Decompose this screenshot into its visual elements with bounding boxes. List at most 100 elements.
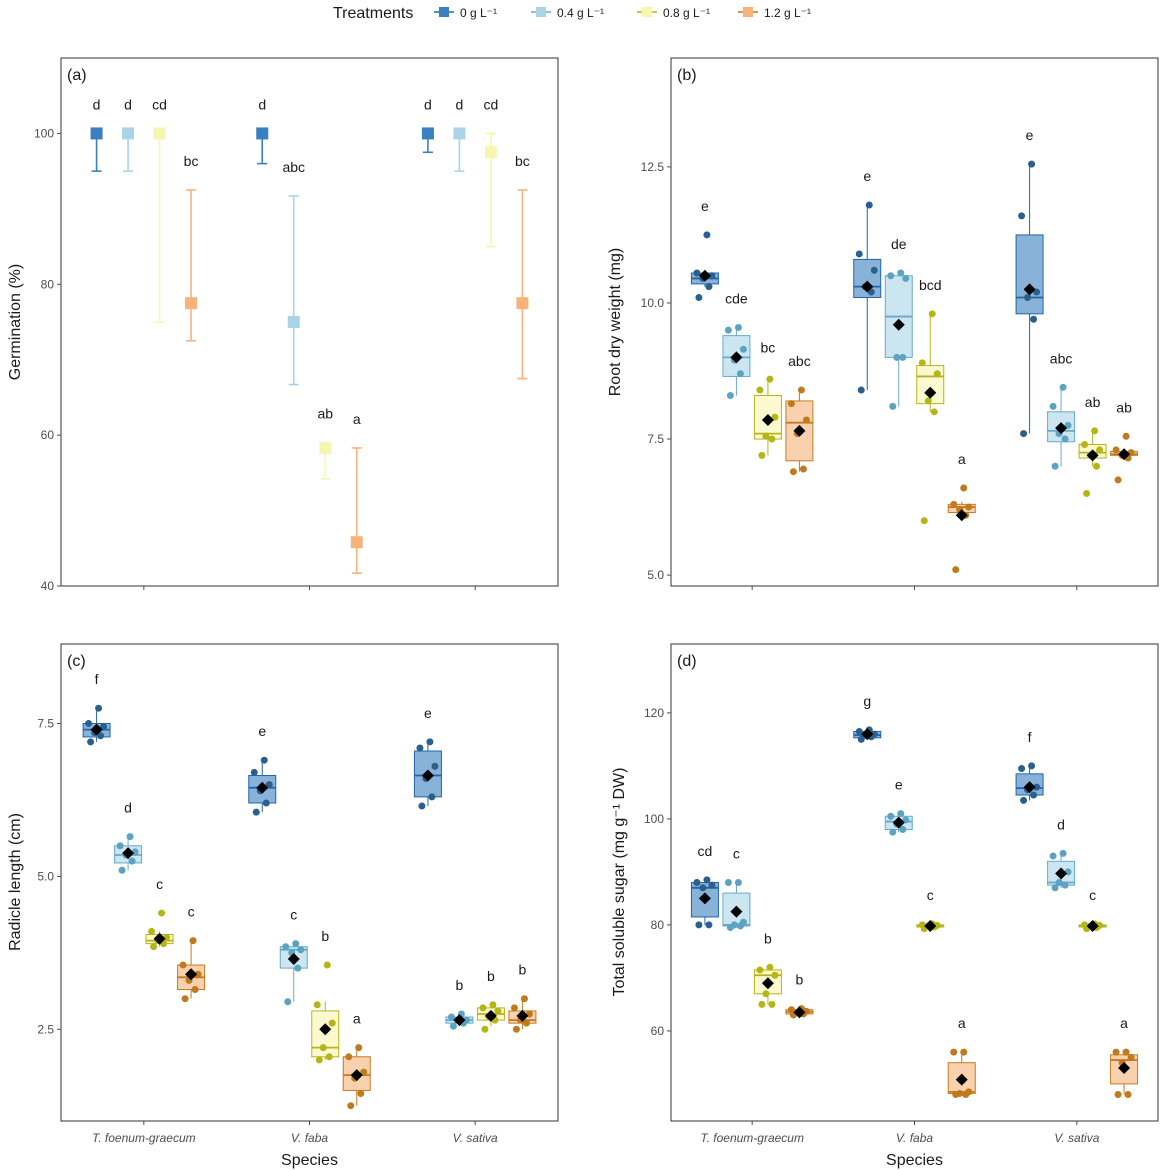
data-point (87, 738, 95, 746)
mean-marker (793, 1006, 806, 1019)
series-2: b c c (753, 887, 1107, 1008)
legend-key-square (439, 7, 449, 17)
data-point (1114, 1091, 1122, 1098)
data-point (918, 921, 926, 929)
data-point (1030, 791, 1038, 799)
significance-letter: c (290, 907, 297, 923)
data-point (252, 808, 260, 816)
data-point (960, 484, 968, 492)
legend-title: Treatments (333, 5, 413, 22)
data-point (520, 995, 528, 1003)
data-point (1096, 446, 1104, 454)
data-point (928, 310, 936, 318)
mean-marker (861, 280, 874, 293)
data-point (889, 402, 897, 410)
significance-letter: a (1120, 1015, 1128, 1031)
data-point (799, 465, 807, 473)
legend-key-square (536, 7, 546, 17)
mean-point (153, 127, 166, 140)
data-point (323, 961, 331, 969)
data-point (708, 272, 716, 280)
data-point (726, 391, 734, 399)
significance-letter: ab (1116, 399, 1132, 415)
y-tick-label: 40 (41, 579, 55, 593)
significance-letter: cde (725, 290, 748, 306)
x-tick-label: V. faba (896, 1131, 933, 1145)
series-2: c b b (145, 876, 505, 1064)
data-point (768, 1000, 776, 1008)
mean-point (319, 441, 332, 454)
data-point (1028, 160, 1036, 168)
data-point (345, 1053, 353, 1061)
data-point (282, 943, 290, 951)
y-tick-label: 100 (34, 126, 54, 140)
data-point (297, 946, 305, 954)
data-point (1049, 852, 1057, 860)
data-point (756, 966, 764, 974)
y-tick-label: 5.0 (37, 869, 54, 883)
data-point (857, 386, 865, 394)
significance-letter: a (353, 411, 361, 427)
mean-point (453, 127, 466, 140)
y-tick-label: 100 (644, 812, 664, 826)
data-point (695, 294, 703, 302)
data-point (734, 879, 742, 886)
mean-marker (287, 952, 300, 965)
mean-marker (421, 769, 434, 782)
legend-item-1: 0.4 g L⁻¹ (531, 6, 604, 20)
data-point (699, 884, 707, 892)
data-point (449, 1022, 457, 1030)
data-point (1124, 1091, 1132, 1098)
data-point (510, 1004, 518, 1012)
mean-marker (453, 1014, 466, 1027)
data-point (284, 998, 292, 1006)
panel-c: (c) 2.5 5.0 7.5 Radicle length (cm) T. foenum… (7, 643, 559, 1169)
data-point (762, 990, 770, 998)
mean-marker (350, 1069, 363, 1082)
data-point (1112, 446, 1120, 454)
significance-letter: c (188, 904, 195, 920)
data-point (1049, 402, 1057, 410)
data-point (158, 909, 166, 917)
data-point (897, 810, 905, 818)
y-tick-label: 120 (644, 706, 664, 720)
data-point (262, 799, 270, 807)
legend-label: 0.4 g L⁻¹ (557, 6, 604, 20)
data-point (766, 375, 774, 383)
series-3: c a b (177, 904, 537, 1110)
series-1: c e d (722, 777, 1076, 932)
x-tick-label: T. foenum-graecum (92, 1131, 196, 1145)
data-point (116, 842, 124, 850)
y-tick-label: 10.0 (641, 296, 665, 310)
data-point (924, 397, 932, 405)
data-point (952, 566, 960, 574)
data-point (1122, 432, 1130, 440)
y-tick-label: 5.0 (647, 568, 664, 582)
data-point (150, 943, 158, 951)
data-point (250, 768, 258, 776)
y-tick-label: 60 (651, 1024, 665, 1038)
data-point (1081, 440, 1089, 448)
data-point (1114, 476, 1122, 484)
data-point (730, 921, 738, 929)
data-point (1020, 796, 1028, 804)
data-point (426, 738, 434, 746)
data-point (933, 370, 941, 378)
data-point (802, 416, 810, 424)
data-point (705, 921, 713, 929)
significance-letter: b (487, 968, 495, 984)
data-point (889, 828, 897, 836)
significance-letter: a (353, 1011, 361, 1027)
y-tick-label: 2.5 (37, 1022, 54, 1036)
data-point (1018, 765, 1026, 773)
data-point (787, 1006, 795, 1014)
data-point (899, 826, 907, 833)
significance-letter: d (424, 96, 432, 112)
data-point (347, 1102, 355, 1110)
mean-marker (955, 509, 968, 522)
data-point (325, 1053, 333, 1061)
data-point (462, 1016, 470, 1024)
significance-letter: abc (282, 159, 305, 175)
